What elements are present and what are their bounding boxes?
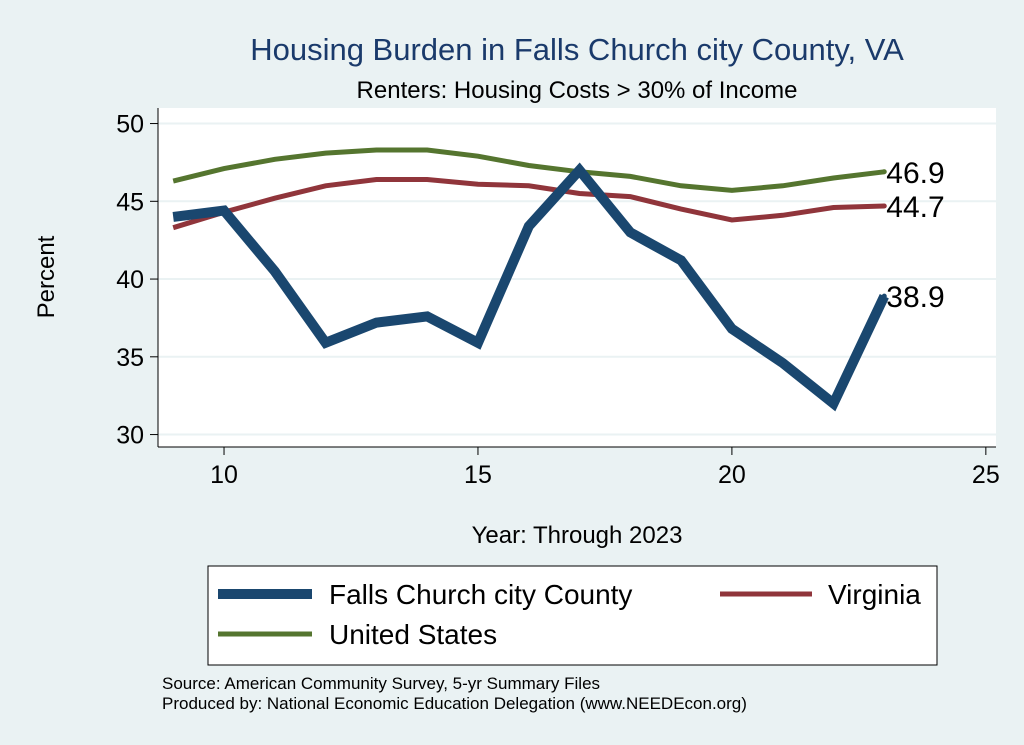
series-line-falls-church xyxy=(172,162,889,412)
end-label-virginia: 44.7 xyxy=(886,191,944,224)
plot-area xyxy=(158,108,996,447)
x-axis-title: Year: Through 2023 xyxy=(472,522,683,549)
series-end-point-falls-church xyxy=(881,293,887,299)
y-tick-label-40: 40 xyxy=(116,266,144,294)
series-line-united-states xyxy=(172,147,885,193)
legend-label-virginia: Virginia xyxy=(828,579,921,610)
x-tick-label-25: 25 xyxy=(972,461,1000,489)
series-end-point-virginia xyxy=(881,203,887,209)
series-end-point-united-states xyxy=(881,169,887,175)
end-label-united-states: 46.9 xyxy=(886,157,944,190)
end-label-falls-church: 38.9 xyxy=(886,281,944,314)
y-tick-label-35: 35 xyxy=(116,344,144,372)
y-tick-label-30: 30 xyxy=(116,422,144,450)
end-labels: 46.944.7 38.9 xyxy=(886,157,944,314)
chart-subtitle: Renters: Housing Costs > 30% of Income xyxy=(357,77,798,104)
y-tick-labels: 30 35 40 45 50 xyxy=(116,111,144,450)
source-note: Source: American Community Survey, 5-yr … xyxy=(162,674,600,693)
chart-title: Housing Burden in Falls Church city Coun… xyxy=(250,32,904,67)
produced-by-note: Produced by: National Economic Education… xyxy=(162,694,747,713)
x-tick-label-20: 20 xyxy=(718,461,746,489)
grid-lines xyxy=(158,122,996,436)
series-line-virginia xyxy=(172,177,885,231)
series-lines xyxy=(172,147,889,412)
y-tick-label-50: 50 xyxy=(116,111,144,139)
x-tick-labels: 10 15 20 25 xyxy=(210,461,1000,489)
legend-box xyxy=(207,565,938,666)
legend-label-falls-church: Falls Church city County xyxy=(329,579,632,610)
legend: Falls Church city County Virginia United… xyxy=(207,565,938,666)
axes xyxy=(150,108,996,455)
x-tick-label-10: 10 xyxy=(210,461,238,489)
y-tick-label-45: 45 xyxy=(116,188,144,216)
legend-label-united-states: United States xyxy=(329,619,497,650)
x-tick-label-15: 15 xyxy=(464,461,492,489)
y-axis-title: Percent xyxy=(33,235,60,318)
